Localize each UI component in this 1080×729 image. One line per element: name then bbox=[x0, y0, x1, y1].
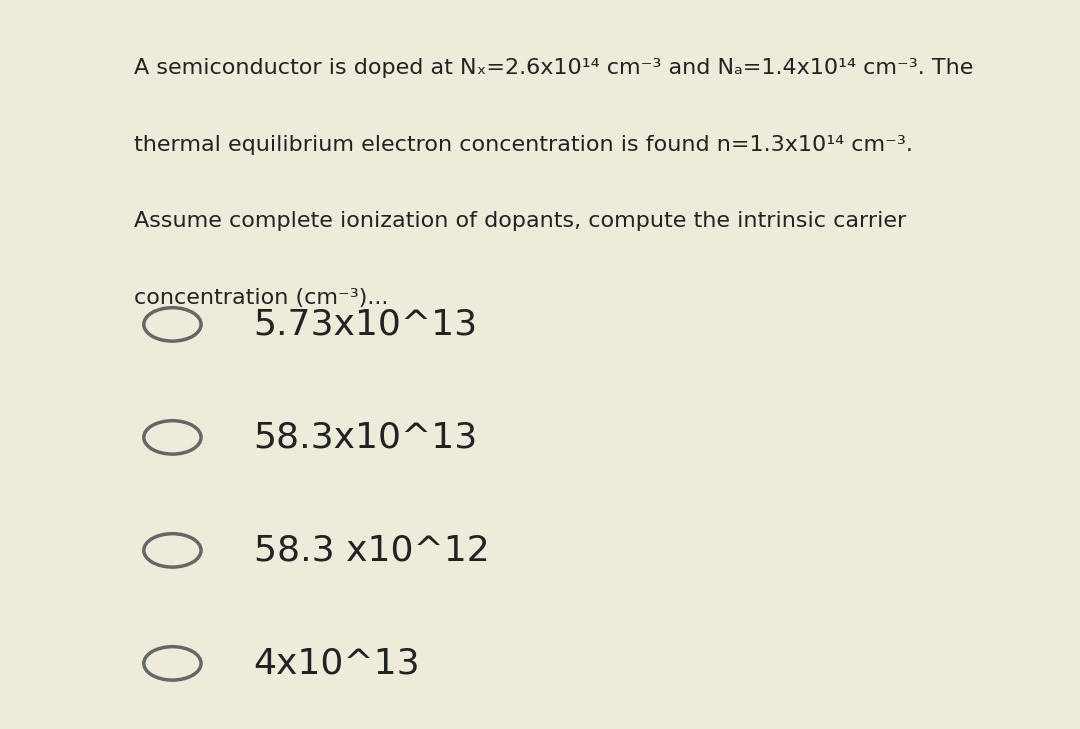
Text: A semiconductor is doped at Nₓ=2.6x10¹⁴ cm⁻³ and Nₐ=1.4x10¹⁴ cm⁻³. The: A semiconductor is doped at Nₓ=2.6x10¹⁴ … bbox=[134, 58, 973, 78]
Text: 5.73x10^13: 5.73x10^13 bbox=[254, 308, 477, 341]
Text: 58.3x10^13: 58.3x10^13 bbox=[254, 421, 477, 454]
Text: Assume complete ionization of dopants, compute the intrinsic carrier: Assume complete ionization of dopants, c… bbox=[134, 211, 906, 231]
Text: 58.3 x10^12: 58.3 x10^12 bbox=[254, 534, 489, 567]
Text: concentration (cm⁻³)...: concentration (cm⁻³)... bbox=[134, 288, 389, 308]
Text: 4x10^13: 4x10^13 bbox=[254, 647, 420, 680]
Text: thermal equilibrium electron concentration is found n=1.3x10¹⁴ cm⁻³.: thermal equilibrium electron concentrati… bbox=[134, 135, 913, 155]
